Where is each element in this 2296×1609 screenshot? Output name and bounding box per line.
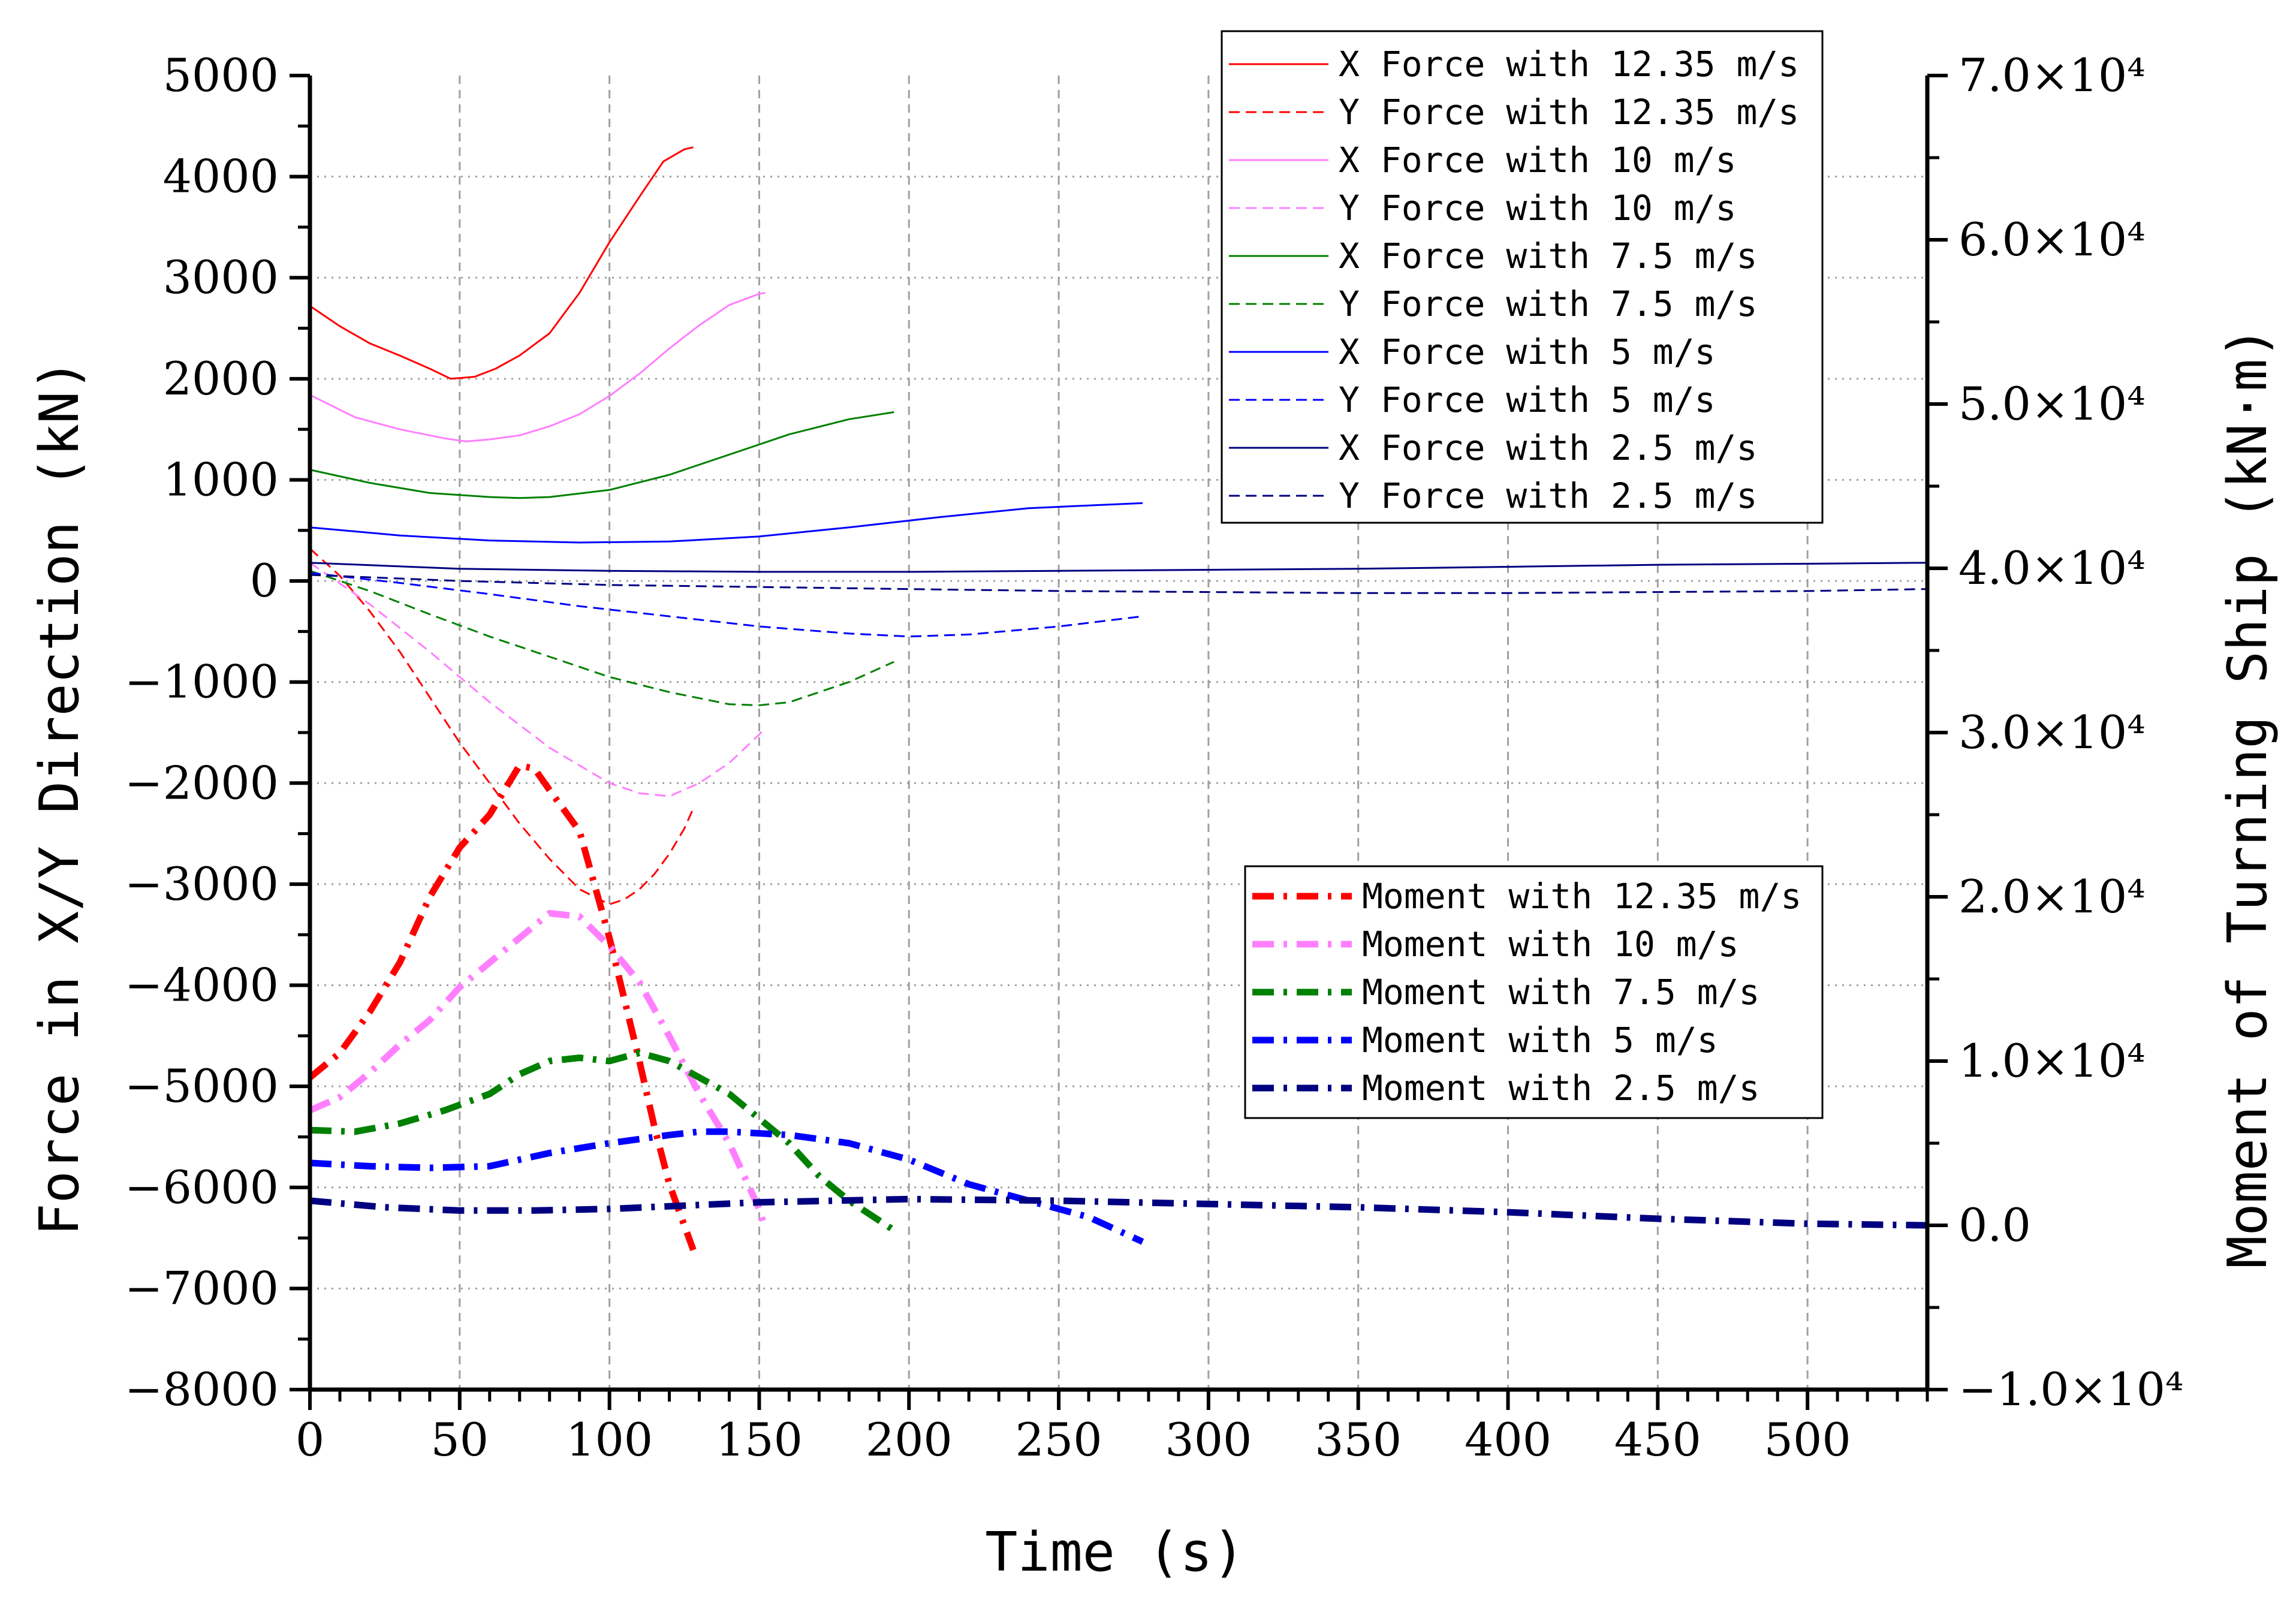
moment-series-lines <box>308 762 1928 1251</box>
y-tick-label: −3000 <box>125 857 279 911</box>
x-tick-label: 0 <box>296 1413 324 1466</box>
y-tick-label: 1000 <box>163 453 279 506</box>
legend-label: Y Force with 2.5 m/s <box>1339 475 1757 516</box>
axes: 0 50 100 150 200 250 300 350 400 450 500 5000 4000 30… <box>125 49 2184 1466</box>
y-tick-label: 5000 <box>163 49 279 102</box>
moment-series-line <box>308 909 769 1230</box>
y-tick-label: −4000 <box>125 959 279 1012</box>
y2-tick-label: 0.0 <box>1958 1198 2031 1252</box>
y-tick-label: −5000 <box>125 1059 279 1113</box>
x-tick-label: 200 <box>866 1413 953 1466</box>
force-series-line <box>309 562 766 797</box>
moment-series-line <box>309 1128 1144 1245</box>
x-tick-label: 500 <box>1764 1413 1851 1466</box>
x-tick-label: 250 <box>1016 1413 1102 1466</box>
x-tick-label: 300 <box>1165 1413 1252 1466</box>
legend-label: Moment with 5 m/s <box>1362 1020 1718 1060</box>
force-legend-box <box>1221 30 1824 524</box>
x-tick-label: 150 <box>716 1413 803 1466</box>
force-series-line <box>309 547 694 906</box>
y2-tick-label: −1.0×10⁴ <box>1958 1363 2183 1416</box>
moment-legend: Moment with 12.35 m/s Moment with 10 m/s M… <box>1244 865 1824 1119</box>
force-series-lines <box>309 146 1928 906</box>
x-tick-label: 450 <box>1614 1413 1701 1466</box>
x-tick-label: 100 <box>566 1413 653 1466</box>
y-tick-label: −8000 <box>125 1363 279 1416</box>
y-tick-label: 3000 <box>163 251 279 304</box>
force-legend: X Force with 12.35 m/s Y Force with 12.35… <box>1221 30 1824 524</box>
legend-label: X Force with 7.5 m/s <box>1339 236 1757 276</box>
legend-label: Moment with 2.5 m/s <box>1362 1068 1759 1108</box>
force-series-line <box>309 502 1143 544</box>
x-axis-title: Time (s) <box>985 1521 1245 1584</box>
y2-tick-label: 3.0×10⁴ <box>1958 706 2146 759</box>
legend-label: X Force with 5 m/s <box>1339 332 1716 372</box>
legend-label: Y Force with 10 m/s <box>1339 188 1736 228</box>
y2-tick-label: 4.0×10⁴ <box>1958 541 2146 595</box>
y-tick-label: 0 <box>250 554 279 607</box>
y-tick-label: −7000 <box>125 1261 279 1315</box>
legend-label: Y Force with 5 m/s <box>1339 379 1716 420</box>
force-series-line <box>309 570 894 706</box>
y2-axis-title: Moment of Turning Ship (kN·m) <box>2216 326 2279 1268</box>
y-tick-label: 2000 <box>163 352 279 405</box>
moment-series-line <box>309 1195 1928 1229</box>
force-series-line <box>309 562 1928 573</box>
x-tick-label: 400 <box>1465 1413 1551 1466</box>
legend-label: Y Force with 7.5 m/s <box>1339 284 1757 324</box>
y2-tick-label: 2.0×10⁴ <box>1958 870 2146 923</box>
legend-label: X Force with 10 m/s <box>1339 140 1736 180</box>
legend-label: Moment with 12.35 m/s <box>1362 876 1801 917</box>
force-series-line <box>309 292 766 442</box>
y-tick-label: −2000 <box>125 756 279 809</box>
legend-label: Moment with 10 m/s <box>1362 924 1739 965</box>
y2-tick-label: 1.0×10⁴ <box>1958 1034 2146 1087</box>
force-series-line <box>309 574 1928 594</box>
x-tick-label: 350 <box>1315 1413 1402 1466</box>
legend-label: Y Force with 12.35 m/s <box>1339 92 1799 132</box>
y-tick-label: −6000 <box>125 1161 279 1214</box>
moment-series-line <box>309 1049 896 1233</box>
y-tick-label: 4000 <box>163 150 279 203</box>
y-tick-label: −1000 <box>125 655 279 709</box>
y2-tick-label: 6.0×10⁴ <box>1958 213 2146 266</box>
force-series-line <box>309 572 1143 638</box>
force-series-line <box>309 146 694 380</box>
legend-label: X Force with 12.35 m/s <box>1339 44 1799 85</box>
y2-tick-label: 7.0×10⁴ <box>1958 49 2146 102</box>
force-series-line <box>309 411 894 499</box>
y-axis-title: Force in X/Y Direction (kN) <box>28 359 91 1236</box>
legend-label: X Force with 2.5 m/s <box>1339 427 1757 468</box>
legend-label: Moment with 7.5 m/s <box>1362 972 1759 1013</box>
y2-tick-label: 5.0×10⁴ <box>1958 377 2146 430</box>
x-tick-label: 50 <box>430 1413 489 1466</box>
